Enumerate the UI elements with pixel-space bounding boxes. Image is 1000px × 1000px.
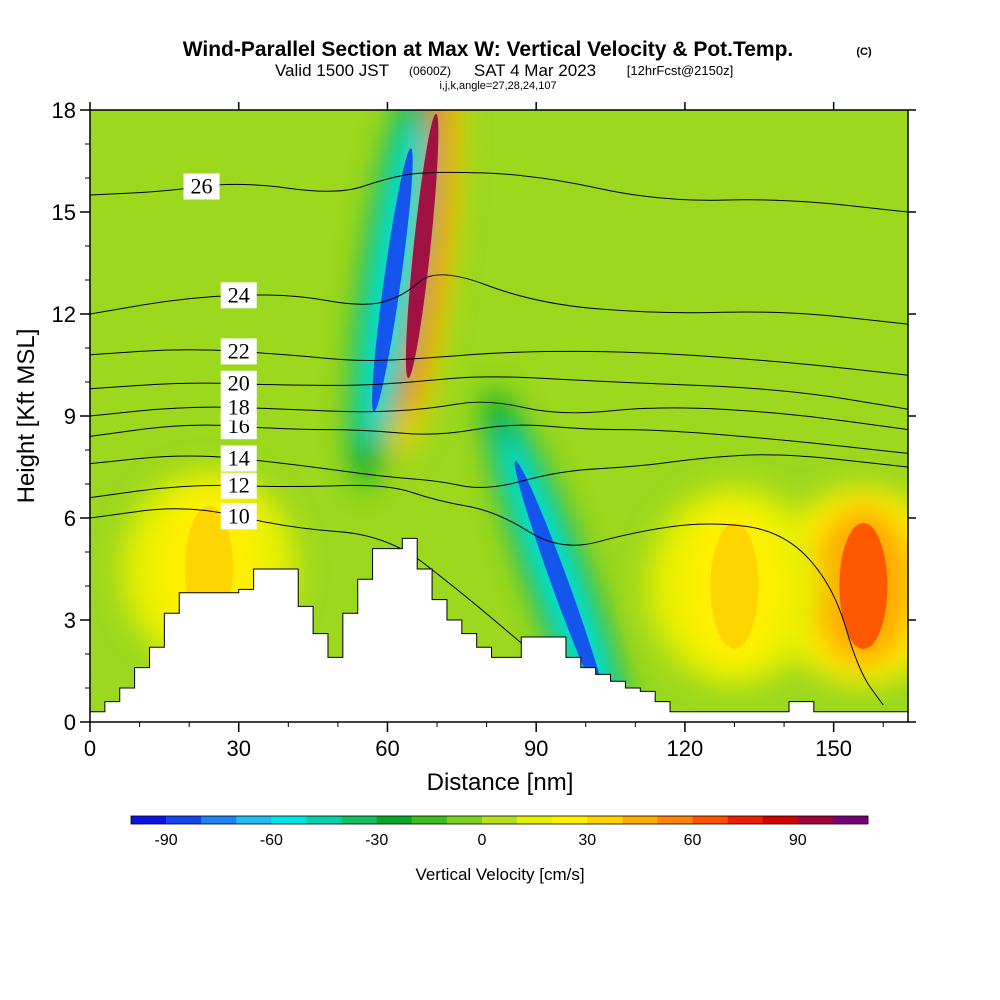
contour-label-box	[220, 394, 257, 421]
colorbar-tick-label: 60	[684, 832, 702, 849]
colorbar-swatch	[306, 816, 342, 824]
valid-date: SAT 4 Mar 2023	[474, 61, 596, 80]
colorbar-swatch	[727, 816, 764, 824]
contour-label-box	[220, 370, 257, 397]
contour-label-12: 12	[220, 472, 257, 499]
contour-label-22: 22	[220, 338, 257, 365]
theta-contour-22	[90, 349, 908, 376]
contour-label-box	[220, 338, 257, 365]
x-axis-label: Distance [nm]	[427, 769, 574, 796]
contour-label-20: 20	[220, 370, 257, 397]
contour-label-text: 24	[228, 282, 250, 307]
colorbar-swatch	[552, 816, 588, 824]
contour-label-14: 14	[220, 445, 257, 472]
colorbar-swatch	[622, 816, 658, 824]
colorbar-swatch	[657, 816, 693, 824]
colorbar-swatch	[271, 816, 307, 824]
x-tick-label: 120	[667, 736, 704, 761]
terrain-mask	[90, 537, 908, 722]
contour-label-text: 20	[228, 371, 250, 396]
y-axis-label: Height [Kft MSL]	[13, 329, 40, 504]
x-tick-label: 60	[375, 736, 399, 761]
contour-label-box	[220, 503, 257, 530]
colorbar-tick-label: -90	[155, 832, 178, 849]
colorbar-tick-label: 30	[578, 832, 596, 849]
theta-contour-14	[90, 454, 908, 488]
colorbar-frame	[130, 815, 869, 825]
contour-label-text: 14	[228, 446, 250, 471]
copyright-mark: (C)	[856, 46, 872, 58]
colorbar-tick-label: 90	[789, 832, 807, 849]
contour-label-box	[220, 472, 257, 499]
contour-label-box	[220, 282, 257, 309]
colorbar-label: Vertical Velocity [cm/s]	[415, 865, 584, 884]
colorbar-swatch	[832, 816, 869, 824]
theta-contour-24	[90, 274, 908, 325]
colorbar-swatch	[131, 816, 167, 824]
colorbar-swatch	[797, 816, 834, 824]
contour-label-26: 26	[183, 173, 220, 200]
contour-label-10: 10	[220, 503, 257, 530]
colorbar-swatch	[587, 816, 623, 824]
y-axis: 0 3 6 9 12 15 18	[52, 98, 916, 735]
colorbar-tick-label: -60	[260, 832, 283, 849]
valid-time: Valid 1500 JST	[275, 61, 389, 80]
theta-contour-10	[90, 508, 527, 648]
chart-title: Wind-Parallel Section at Max W: Vertical…	[183, 38, 794, 61]
theta-contours	[90, 171, 908, 706]
colorbar-swatch	[481, 816, 518, 824]
colorbar: -90 -60 -30 0 30 60 90	[130, 815, 869, 849]
colorbar-swatch	[517, 816, 553, 824]
x-tick-label: 30	[226, 736, 250, 761]
theta-contour-20	[90, 376, 908, 410]
theta-contour-18	[90, 401, 908, 431]
velocity-core	[839, 523, 888, 649]
valid-utc: (0600Z)	[409, 64, 451, 78]
y-tick-label: 15	[52, 200, 76, 225]
colorbar-swatch	[236, 816, 272, 824]
colorbar-swatch	[166, 816, 202, 824]
velocity-core	[514, 460, 608, 712]
colorbar-swatch	[692, 816, 728, 824]
colorbar-tick-label: 0	[477, 832, 486, 849]
velocity-core	[372, 148, 413, 412]
y-tick-label: 9	[64, 404, 76, 429]
contour-label-box	[183, 173, 220, 200]
contour-label-24: 24	[220, 282, 257, 309]
grid-indices: i,j,k,angle=27,28,24,107	[439, 80, 556, 92]
y-tick-label: 6	[64, 506, 76, 531]
y-tick-label: 3	[64, 608, 76, 633]
colorbar-swatch	[762, 816, 799, 824]
x-tick-label: 0	[84, 736, 96, 761]
colorbar-swatch	[376, 816, 413, 824]
velocity-core	[405, 113, 439, 379]
y-tick-label: 0	[64, 710, 76, 735]
contour-label-text: 26	[191, 174, 213, 199]
colorbar-swatch	[341, 816, 377, 824]
velocity-core	[710, 523, 759, 649]
colorbar-swatch	[411, 816, 448, 824]
colorbar-swatch	[446, 816, 483, 824]
contour-label-box	[220, 445, 257, 472]
x-axis: 0 30 60 90 120 150	[84, 102, 884, 761]
y-tick-label: 18	[52, 98, 76, 123]
x-tick-label: 150	[815, 736, 852, 761]
colorbar-tick-label: -30	[365, 832, 388, 849]
theta-contour-16	[90, 424, 908, 454]
contour-label-18: 18	[220, 394, 257, 421]
x-tick-label: 90	[524, 736, 548, 761]
y-tick-label: 12	[52, 302, 76, 327]
contour-label-text: 10	[228, 503, 250, 528]
colorbar-swatch	[201, 816, 237, 824]
contour-label-text: 18	[228, 395, 250, 420]
contour-label-text: 12	[228, 473, 250, 498]
forecast-info: [12hrFcst@2150z]	[627, 63, 733, 78]
contour-label-text: 22	[228, 338, 250, 363]
